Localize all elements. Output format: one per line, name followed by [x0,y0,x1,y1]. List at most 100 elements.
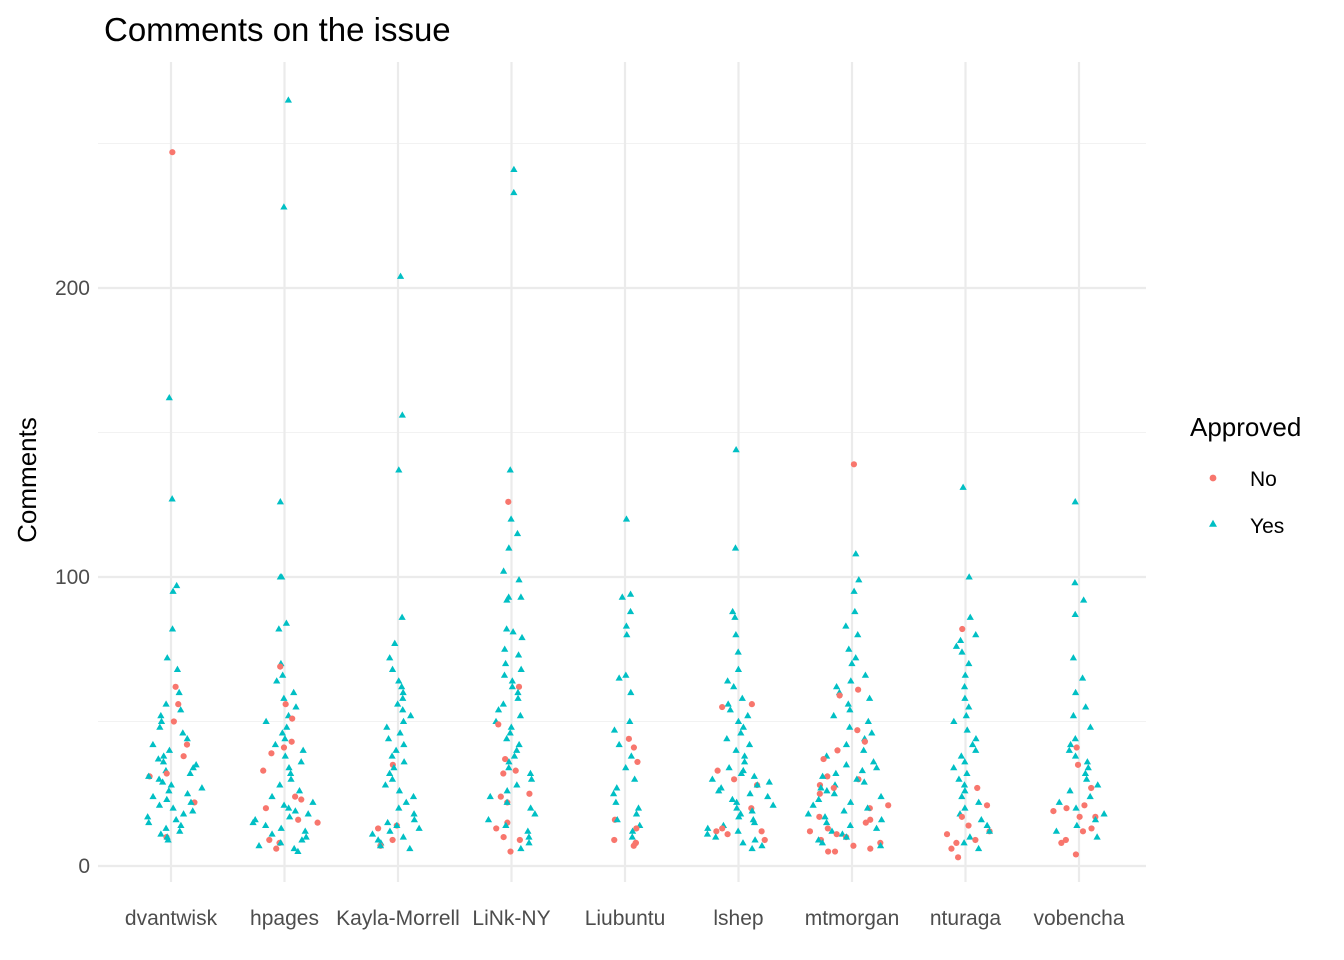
data-point-yes [830,789,838,797]
data-point-yes [1082,703,1090,710]
data-point-yes [1066,787,1074,794]
data-point-yes [295,787,304,794]
data-point-no [497,793,504,800]
legend-label-no: No [1250,468,1277,491]
data-point-yes [268,830,276,837]
data-point-yes [175,688,183,696]
data-point-yes [179,729,187,736]
data-point-yes [501,645,509,652]
data-point-yes [517,665,525,672]
data-point-yes [1084,763,1092,771]
data-point-yes [290,844,298,852]
data-point-yes [144,813,152,820]
data-point-yes [1071,735,1079,742]
data-point-yes [187,798,195,805]
data-point-yes [740,752,749,759]
data-point-yes [400,758,408,765]
data-point-yes [963,769,971,776]
data-point-no [824,825,831,832]
data-point-no [505,498,512,505]
x-axis-tick-labels: dvantwisk hpages Kayla-Morrell LiNk-NY Liubu… [125,907,1125,930]
data-point-yes [622,671,630,678]
data-point-yes [527,775,536,782]
data-point-no [861,738,868,745]
data-point-yes [505,763,513,771]
data-point-yes [169,587,177,594]
data-point-yes [486,792,494,800]
x-tick-label: nturaga [930,907,1002,930]
data-point-no [1088,825,1095,832]
data-point-no [289,715,296,722]
data-point-yes [384,735,393,742]
data-point-yes [505,758,513,765]
data-point-yes [280,801,288,808]
data-point-yes [513,746,521,753]
data-point-yes [395,787,404,794]
data-point-yes [872,824,881,831]
data-point-yes [189,807,197,814]
data-point-yes [1072,688,1080,696]
data-point-yes [613,784,621,791]
data-point-yes [959,483,967,490]
data-point-yes [753,781,761,788]
data-point-yes [399,694,407,701]
data-point-yes [283,723,291,730]
data-point-no [260,767,267,774]
data-point-yes [961,787,969,794]
data-point-yes [740,758,749,765]
data-point-no [277,663,284,670]
data-point-yes [393,821,401,829]
data-point-no [625,735,632,742]
data-point-no [630,744,637,751]
data-point-no [958,813,965,820]
data-point-yes [384,818,392,826]
data-point-yes [163,654,171,661]
y-axis-title: Comments [12,417,42,543]
data-point-yes [985,827,994,834]
data-point-yes [626,590,635,597]
data-point-yes [632,810,641,817]
data-point-yes [302,833,310,840]
data-point-yes [1069,654,1077,661]
data-point-yes [386,827,394,834]
data-point-no [273,845,280,852]
data-point-yes [628,833,636,840]
data-point-yes [262,821,270,829]
data-point-yes [612,798,620,805]
data-point-yes [157,830,165,837]
data-point-no [833,831,840,838]
data-point-yes [864,717,872,724]
data-point-yes [1071,752,1080,759]
data-point-no [943,831,951,838]
data-point-yes [731,613,739,620]
data-point-yes [513,529,522,537]
data-point-yes [877,792,885,800]
data-point-yes [861,671,870,678]
data-point-yes [738,694,746,701]
data-point-yes [376,841,385,849]
data-point-yes [830,711,838,719]
data-point-yes [525,833,533,840]
data-point-no [825,848,832,855]
data-point-yes [952,642,961,649]
data-point-yes [415,824,423,831]
data-point-yes [510,752,519,759]
data-point-yes [734,827,742,834]
data-point-yes [804,810,812,817]
data-point-yes [622,515,631,522]
data-point-yes [508,677,516,684]
data-point-yes [627,752,635,759]
data-point-yes [284,96,292,103]
data-point-yes [385,769,394,776]
data-point-yes [860,778,868,785]
data-point-no [611,836,618,844]
data-point-no [175,701,182,708]
data-point-no [974,784,981,792]
data-point-yes [506,466,514,473]
data-point-yes [858,766,866,774]
legend-title: Approved [1190,412,1301,442]
data-point-yes [368,830,377,837]
data-point-no [1081,802,1088,809]
data-point-yes [1052,827,1061,834]
data-point-no [830,784,837,792]
